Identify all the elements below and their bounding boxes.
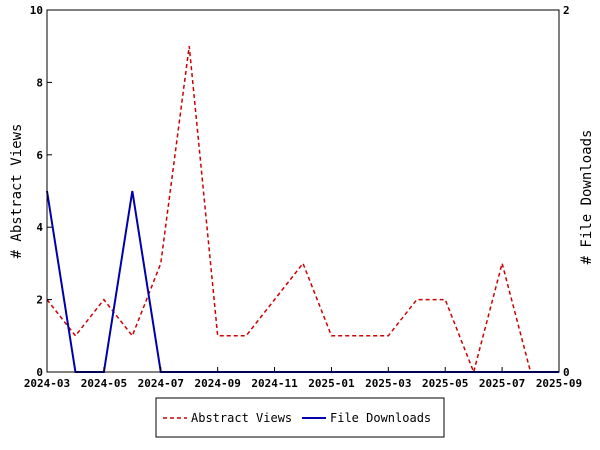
y-right-tick-label: 0 bbox=[563, 366, 570, 379]
legend-label-abstract-views: Abstract Views bbox=[191, 411, 292, 425]
x-tick-label: 2024-09 bbox=[194, 377, 240, 390]
x-tick-label: 2025-09 bbox=[536, 377, 582, 390]
x-tick-label: 2024-05 bbox=[81, 377, 127, 390]
y-left-tick-label: 8 bbox=[36, 76, 43, 89]
plot-frame bbox=[46, 9, 560, 373]
legend-label-file-downloads: File Downloads bbox=[330, 411, 431, 425]
series-line-file-downloads bbox=[46, 190, 559, 373]
x-tick-label: 2024-03 bbox=[24, 377, 70, 390]
axis-layer: 0 2 4 6 8 10 0 2 2024-03 2024-05 2024-07 2024-09 202… bbox=[24, 4, 582, 390]
y-left-tick-label: 4 bbox=[36, 221, 43, 234]
legend: Abstract Views File Downloads bbox=[155, 397, 445, 438]
x-tick-label: 2025-07 bbox=[479, 377, 525, 390]
y-left-tick-label: 10 bbox=[30, 4, 43, 17]
series-line-abstract-views bbox=[46, 46, 559, 375]
x-tick-label: 2024-11 bbox=[251, 377, 298, 390]
x-tick-label: 2025-01 bbox=[308, 377, 355, 390]
x-tick-label: 2025-05 bbox=[422, 377, 468, 390]
legend-box bbox=[155, 397, 445, 438]
x-tick-label: 2025-03 bbox=[365, 377, 411, 390]
y-right-tick-label: 2 bbox=[563, 4, 570, 17]
y-axis-left-label: # Abstract Views bbox=[9, 124, 25, 259]
x-tick-label: 2024-07 bbox=[138, 377, 184, 390]
y-axis-right-label: # File Downloads bbox=[579, 130, 595, 265]
y-left-tick-label: 2 bbox=[36, 294, 43, 307]
y-left-tick-label: 6 bbox=[36, 149, 43, 162]
series-layer bbox=[46, 46, 559, 375]
y-left-tick-label: 0 bbox=[36, 366, 43, 379]
